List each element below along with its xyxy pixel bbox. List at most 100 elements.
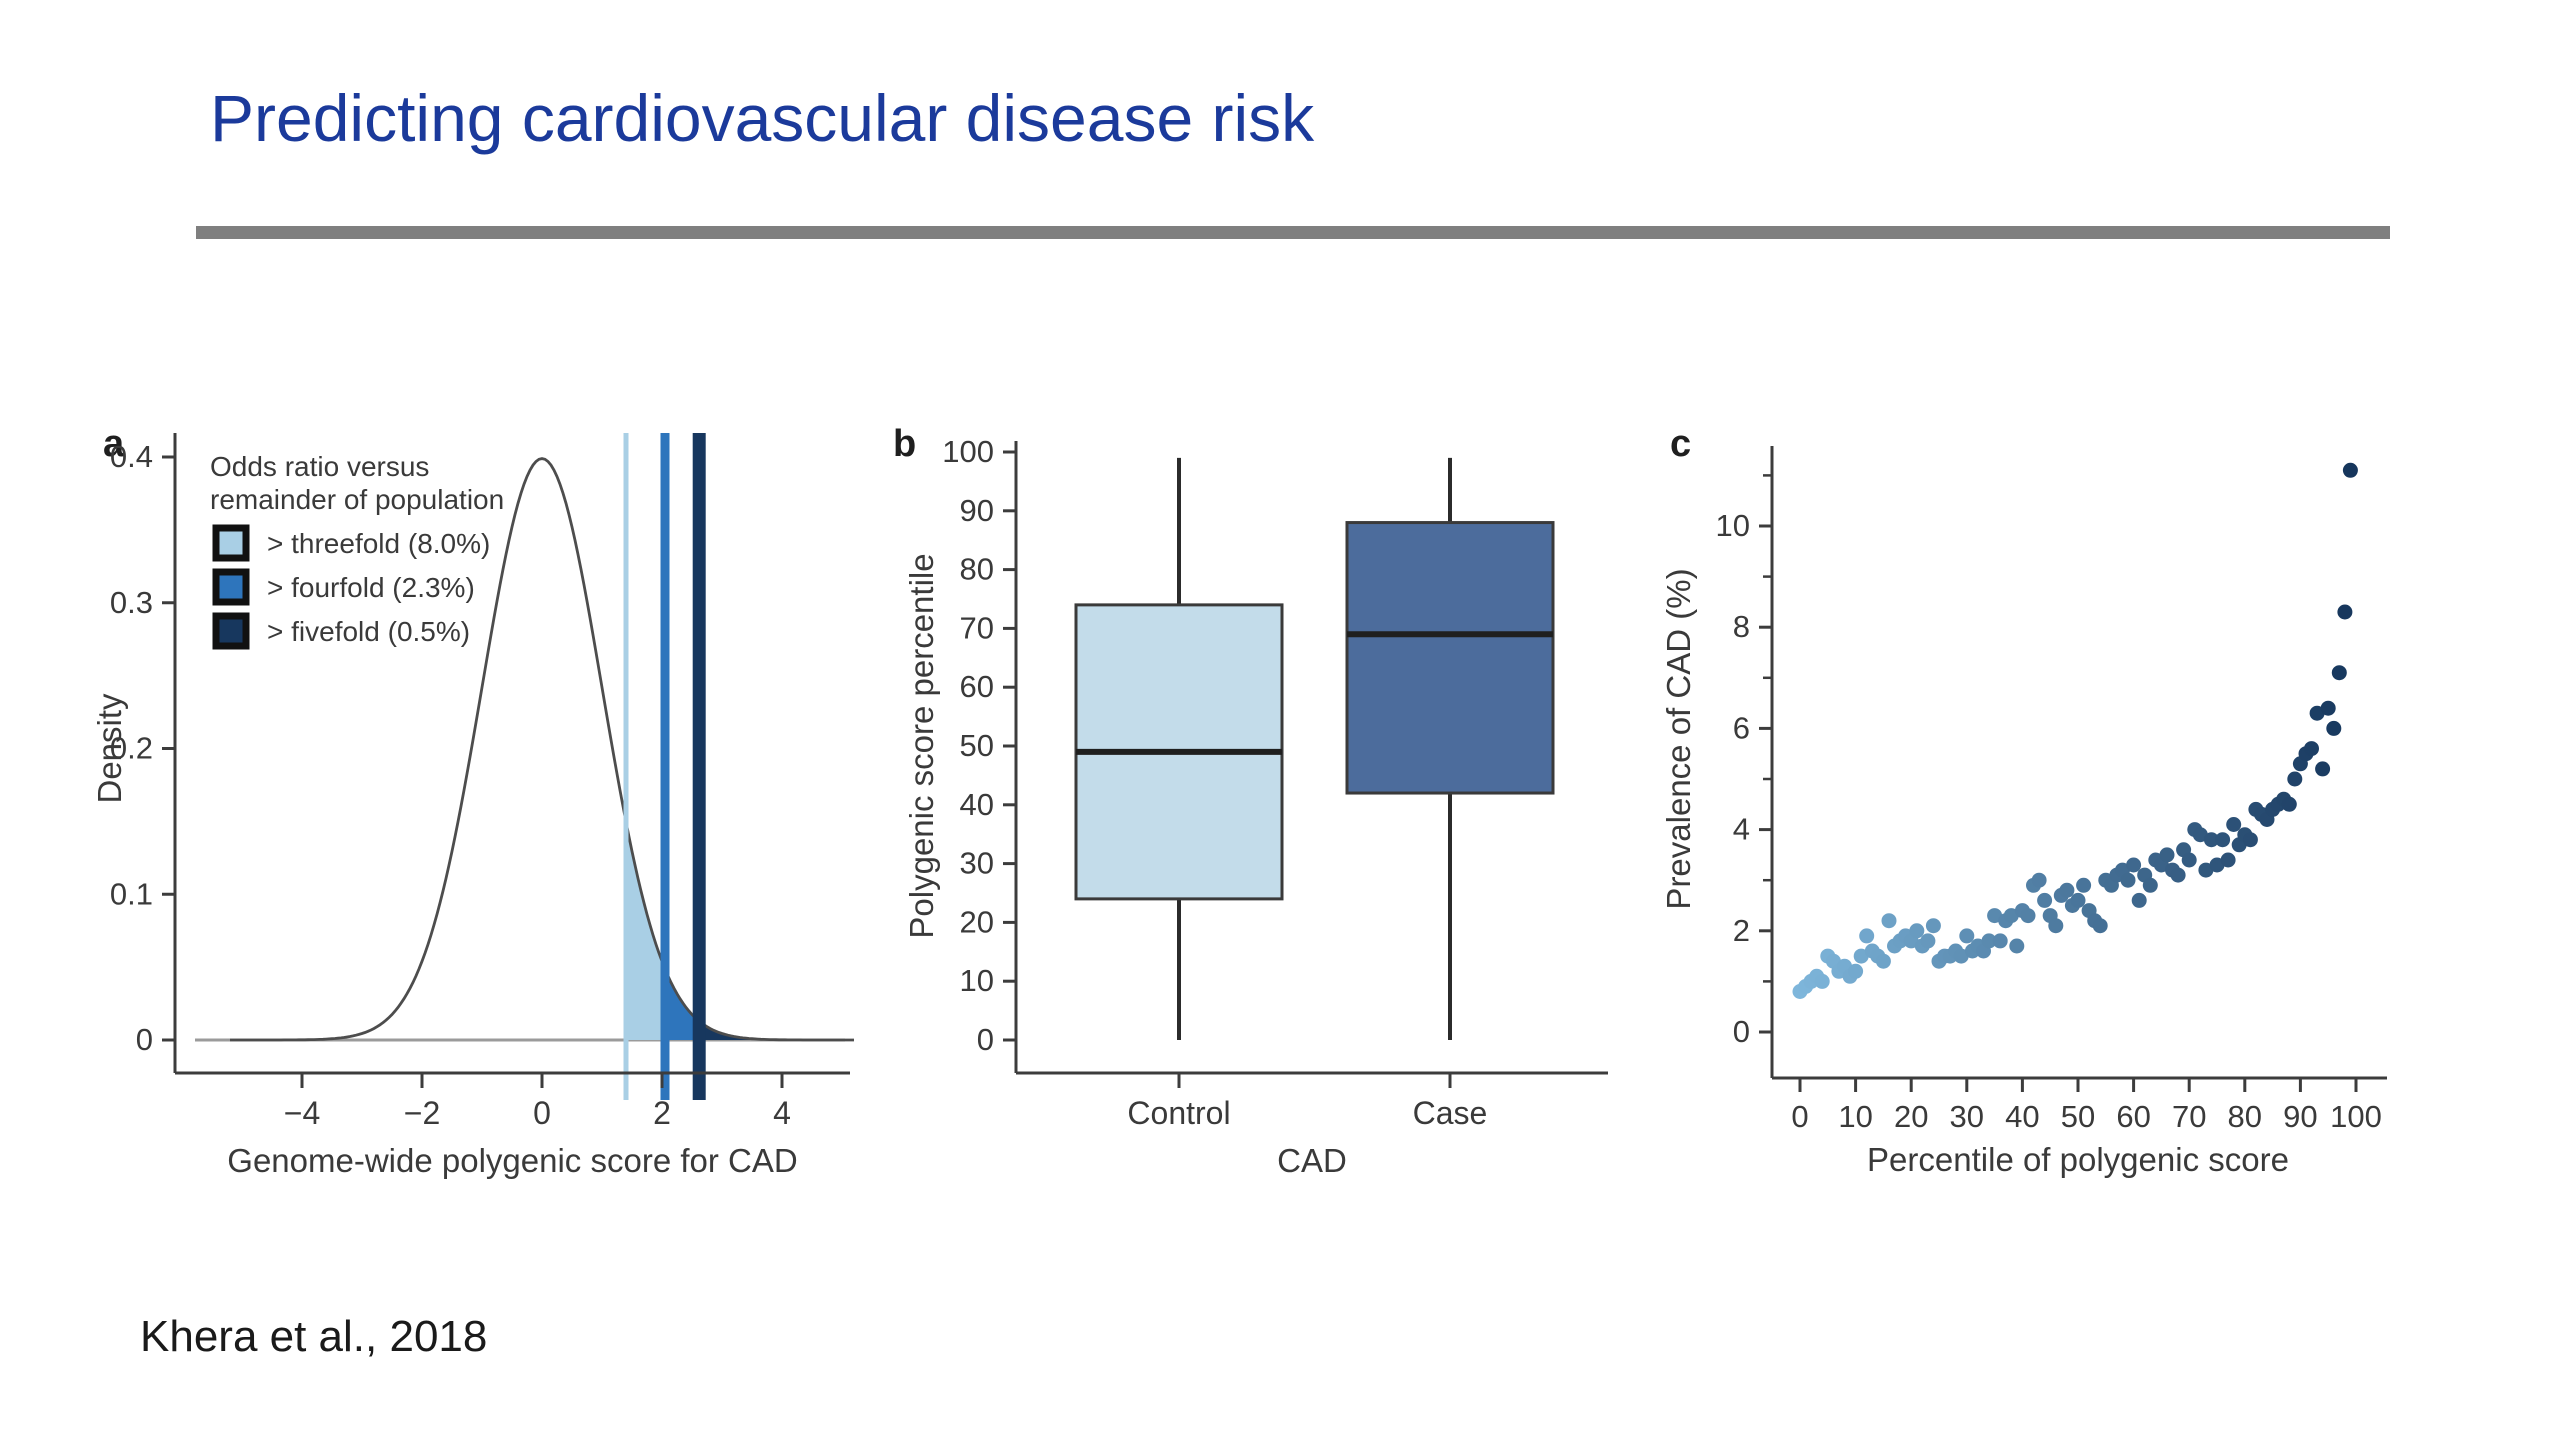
data-point <box>2181 852 2197 868</box>
data-point <box>1981 933 1997 949</box>
y-tick-label: 0.1 <box>110 876 153 911</box>
y-tick-label: 0.2 <box>110 731 153 766</box>
y-tick-label: 8 <box>1733 609 1750 644</box>
y-tick-label: 30 <box>960 846 994 881</box>
x-tick-label: 90 <box>2283 1099 2317 1134</box>
data-point <box>2131 892 2147 908</box>
x-tick-label: −2 <box>404 1095 440 1131</box>
panel-b-figure: b 0 10 20 30 40 50 60 70 80 90 100 Control Case CAD Pol… <box>893 423 1608 1179</box>
x-category-label: Control <box>1127 1095 1230 1131</box>
x-tick-label: −4 <box>284 1095 320 1131</box>
data-point <box>1992 933 2008 949</box>
data-point <box>2009 938 2025 954</box>
data-point <box>2126 857 2142 873</box>
x-axis-title: Genome-wide polygenic score for CAD <box>227 1142 797 1179</box>
x-tick-label: 100 <box>2330 1099 2382 1134</box>
data-point <box>2020 908 2036 924</box>
data-point <box>2031 872 2047 888</box>
data-point <box>2342 462 2358 478</box>
y-tick-label: 70 <box>960 610 994 645</box>
data-point <box>1953 948 1969 964</box>
data-point <box>2226 817 2242 832</box>
y-tick-label: 90 <box>960 493 994 528</box>
data-point <box>2281 796 2297 812</box>
x-tick-label: 20 <box>1894 1099 1928 1134</box>
panel-c-label: c <box>1670 423 1691 465</box>
legend-swatch-2 <box>212 568 250 606</box>
y-tick-label: 40 <box>960 787 994 822</box>
data-point <box>2092 918 2108 934</box>
y-tick-label: 20 <box>960 904 994 939</box>
data-point <box>1848 963 1864 979</box>
data-point <box>2242 832 2258 848</box>
tail-area-1 <box>626 821 854 1040</box>
data-point <box>2220 852 2236 868</box>
y-axis-title: Polygenic score percentile <box>903 553 940 938</box>
data-point <box>2070 892 2086 908</box>
y-tick-label: 0 <box>136 1022 153 1057</box>
legend-label-2: > fourfold (2.3%) <box>267 572 475 603</box>
title-divider <box>196 226 2390 239</box>
y-tick-label: 60 <box>960 669 994 704</box>
data-point <box>2159 847 2175 863</box>
y-tick-label: 50 <box>960 728 994 763</box>
data-point <box>2142 877 2158 893</box>
legend-label-1: > threefold (8.0%) <box>267 528 490 559</box>
x-category-label: Case <box>1413 1095 1488 1131</box>
panel-c-scatterplot: c 0 2 4 6 8 10 0 10 20 30 40 50 60 70 80 90 100 Percentile… <box>1660 408 2470 1218</box>
data-point <box>1859 928 1875 944</box>
legend-title-line2: remainder of population <box>210 484 504 515</box>
x-tick-label: 80 <box>2228 1099 2262 1134</box>
y-tick-label: 6 <box>1733 710 1750 745</box>
y-tick-label: 10 <box>1716 508 1750 543</box>
data-point <box>2215 832 2231 848</box>
data-point <box>2037 892 2053 908</box>
data-point <box>1814 973 1830 989</box>
data-point <box>2326 720 2342 736</box>
x-tick-label: 30 <box>1950 1099 1984 1134</box>
y-tick-label: 4 <box>1733 812 1750 847</box>
panel-a-figure: a 0 0.1 0.2 0.3 0.4 −4 −2 0 2 4 Genome-wide polygen… <box>95 423 854 1179</box>
data-point <box>2337 604 2353 620</box>
y-tick-label: 0 <box>1733 1014 1750 1049</box>
y-tick-label: 0 <box>977 1022 994 1057</box>
y-tick-label: 2 <box>1733 913 1750 948</box>
data-point <box>1925 918 1941 934</box>
data-point <box>2331 665 2347 681</box>
x-tick-label: 0 <box>1791 1099 1808 1134</box>
x-tick-label: 0 <box>533 1095 551 1131</box>
legend-label-3: > fivefold (0.5%) <box>267 616 470 647</box>
page-title: Predicting cardiovascular disease risk <box>210 81 1315 155</box>
panel-b-boxplot: b 0 10 20 30 40 50 60 70 80 90 100 Control Case CAD Pol… <box>885 408 1665 1218</box>
y-tick-label: 0.3 <box>110 585 153 620</box>
y-tick-label: 10 <box>960 963 994 998</box>
y-axis-title: Prevalence of CAD (%) <box>1660 568 1697 909</box>
panel-b-label: b <box>893 423 916 465</box>
y-axis-title: Density <box>95 693 128 804</box>
data-point <box>2120 872 2136 888</box>
box-case <box>1345 521 1555 795</box>
data-point <box>1959 928 1975 944</box>
y-tick-label: 100 <box>942 434 994 469</box>
tail-area-3 <box>699 1021 854 1040</box>
panel-a-density-plot: a 0 0.1 0.2 0.3 0.4 −4 −2 0 2 4 Genome-wide polygen… <box>95 408 895 1218</box>
data-point <box>2170 867 2186 883</box>
panel-a-label: a <box>103 423 125 465</box>
tail-area-2 <box>665 968 854 1040</box>
data-point <box>1920 933 1936 949</box>
x-axis-title: Percentile of polygenic score <box>1867 1141 2289 1178</box>
data-point <box>2076 877 2092 893</box>
density-curve <box>230 457 854 1042</box>
x-tick-label: 50 <box>2061 1099 2095 1134</box>
x-tick-label: 60 <box>2116 1099 2150 1134</box>
citation-text: Khera et al., 2018 <box>140 1312 488 1361</box>
data-point <box>1875 953 1891 969</box>
x-tick-label: 10 <box>1838 1099 1872 1134</box>
data-point <box>1909 923 1925 939</box>
x-axis-title: CAD <box>1277 1142 1347 1179</box>
data-point <box>2048 918 2064 934</box>
legend-swatch-3 <box>212 612 250 650</box>
x-tick-label: 4 <box>773 1095 791 1131</box>
legend-swatch-1 <box>212 524 250 562</box>
